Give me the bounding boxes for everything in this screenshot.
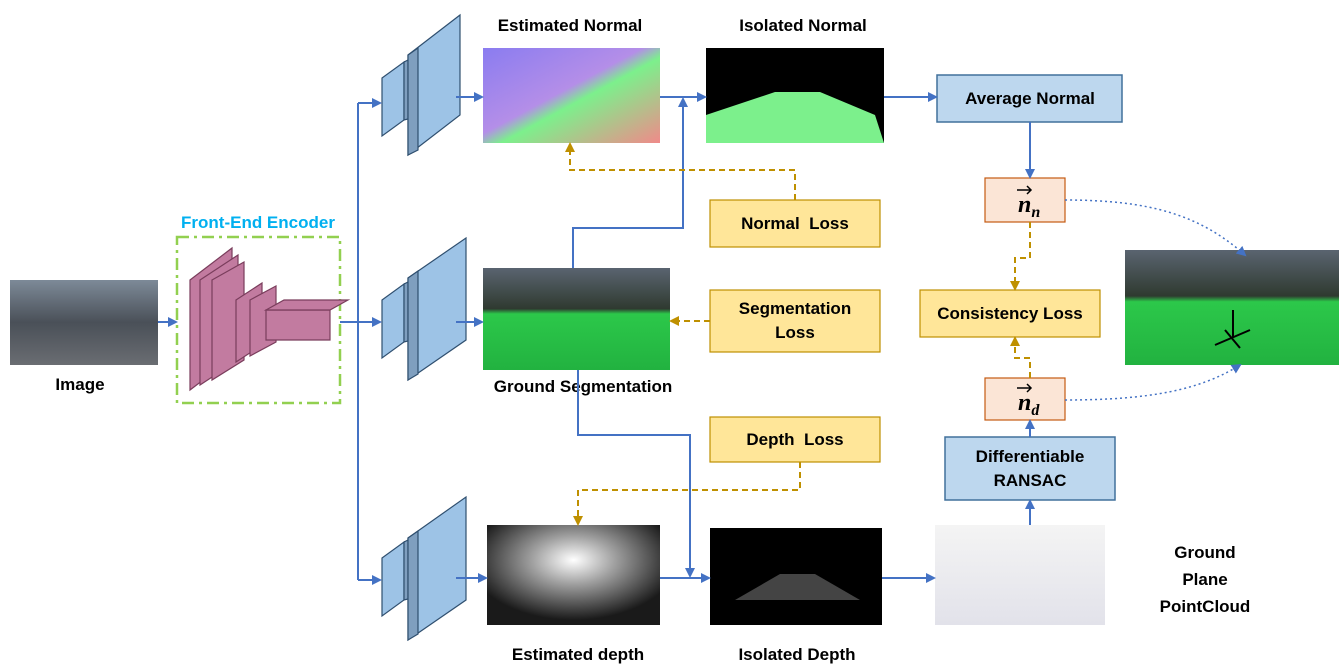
estimated-depth-image <box>487 525 660 625</box>
segmentation-label: Ground Segmentation <box>494 377 673 396</box>
text-line: RANSAC <box>994 471 1067 490</box>
text-line: Loss <box>775 323 815 342</box>
isolated-depth-label: Isolated Depth <box>738 645 855 664</box>
pointcloud-label: Ground Plane PointCloud <box>1160 543 1251 616</box>
text-line: PointCloud <box>1160 597 1251 616</box>
consistency-loss-text: Consistency Loss <box>937 304 1083 323</box>
average-normal-text: Average Normal <box>965 89 1095 108</box>
diagram: Image Front-End Encoder Estimated Normal… <box>0 0 1339 664</box>
estimated-normal-label: Estimated Normal <box>498 16 643 35</box>
isolated-normal-label: Isolated Normal <box>739 16 867 35</box>
text-line: d <box>1031 402 1040 419</box>
result-image <box>1125 250 1339 365</box>
encoder-blocks <box>190 248 348 390</box>
text-line: Plane <box>1182 570 1227 589</box>
isolated-normal-image <box>706 48 884 143</box>
text-line: n <box>1018 192 1031 218</box>
text-line: Segmentation <box>739 299 851 318</box>
estimated-normal-image <box>483 48 660 143</box>
text-line: Ground <box>1174 543 1235 562</box>
text-line: Differentiable <box>976 447 1085 466</box>
segmentation-image <box>483 268 670 370</box>
image-label: Image <box>55 375 104 394</box>
estimated-depth-label: Estimated depth <box>512 645 644 664</box>
depth-loss-text: Depth Loss <box>746 430 843 449</box>
input-image <box>10 280 158 365</box>
text-line: n <box>1018 390 1031 416</box>
pointcloud-image <box>935 525 1105 625</box>
encoder-label: Front-End Encoder <box>181 213 335 232</box>
isolated-depth-image <box>710 528 882 625</box>
decoder-stacks <box>382 15 466 640</box>
text-line: n <box>1031 204 1040 221</box>
normal-loss-text: Normal Loss <box>741 214 849 233</box>
